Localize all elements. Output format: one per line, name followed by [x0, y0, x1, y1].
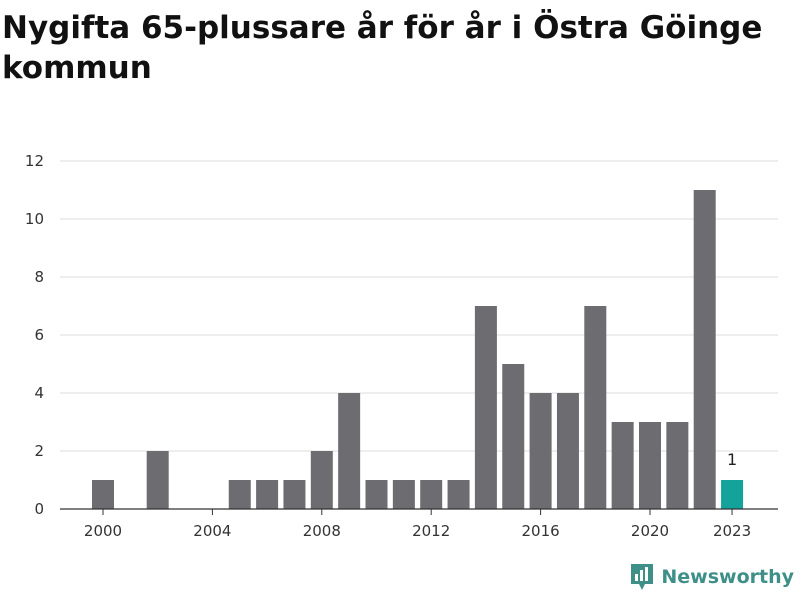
bar-2006	[256, 480, 279, 509]
x-tick-label: 2004	[193, 522, 231, 540]
newsworthy-logo-icon	[631, 564, 654, 590]
bar-2021	[666, 422, 689, 509]
bar-2005	[228, 480, 251, 509]
x-tick-label: 2023	[713, 522, 751, 540]
brand-name: Newsworthy	[661, 566, 794, 588]
brand-logo: Newsworthy	[629, 562, 794, 592]
bar-2014	[474, 306, 497, 509]
x-tick-label: 2020	[631, 522, 669, 540]
chart-title: Nygifta 65-plussare år för år i Östra Gö…	[2, 10, 763, 86]
axes	[60, 508, 778, 515]
bar-2008	[310, 451, 333, 509]
labels: 0 2 4 6 8 10 12 2000 2004 2008 2012 2016 2020 2023 1	[25, 152, 751, 540]
bar-2019	[611, 422, 634, 509]
bar-2016	[529, 393, 552, 509]
x-tick-label: 2012	[412, 522, 450, 540]
y-tick-label: 8	[34, 268, 44, 286]
bar-2007	[283, 480, 306, 509]
gridlines	[60, 160, 778, 452]
bar-2013	[447, 480, 470, 509]
y-tick-label: 4	[34, 384, 44, 402]
y-tick-label: 0	[34, 500, 44, 518]
y-tick-label: 6	[34, 326, 44, 344]
bars	[92, 190, 744, 509]
highlight-data-label: 1	[727, 450, 737, 469]
bar-2023	[721, 480, 744, 509]
bar-2020	[639, 422, 661, 509]
bar-2022	[693, 190, 716, 509]
x-tick-label: 2000	[84, 522, 122, 540]
x-tick-label: 2008	[303, 522, 341, 540]
bar-2011	[392, 480, 415, 509]
bar-2017	[556, 393, 579, 509]
bar-2009	[338, 393, 361, 509]
bar-2018	[584, 306, 607, 509]
y-tick-label: 10	[25, 210, 44, 228]
y-tick-label: 2	[34, 442, 44, 460]
bar-2000	[92, 480, 114, 509]
y-tick-label: 12	[25, 152, 44, 170]
bar-2012	[420, 480, 443, 509]
x-tick-label: 2016	[522, 522, 560, 540]
bar-2010	[365, 480, 388, 509]
bar-2015	[502, 364, 525, 509]
bar-2002	[146, 451, 169, 509]
